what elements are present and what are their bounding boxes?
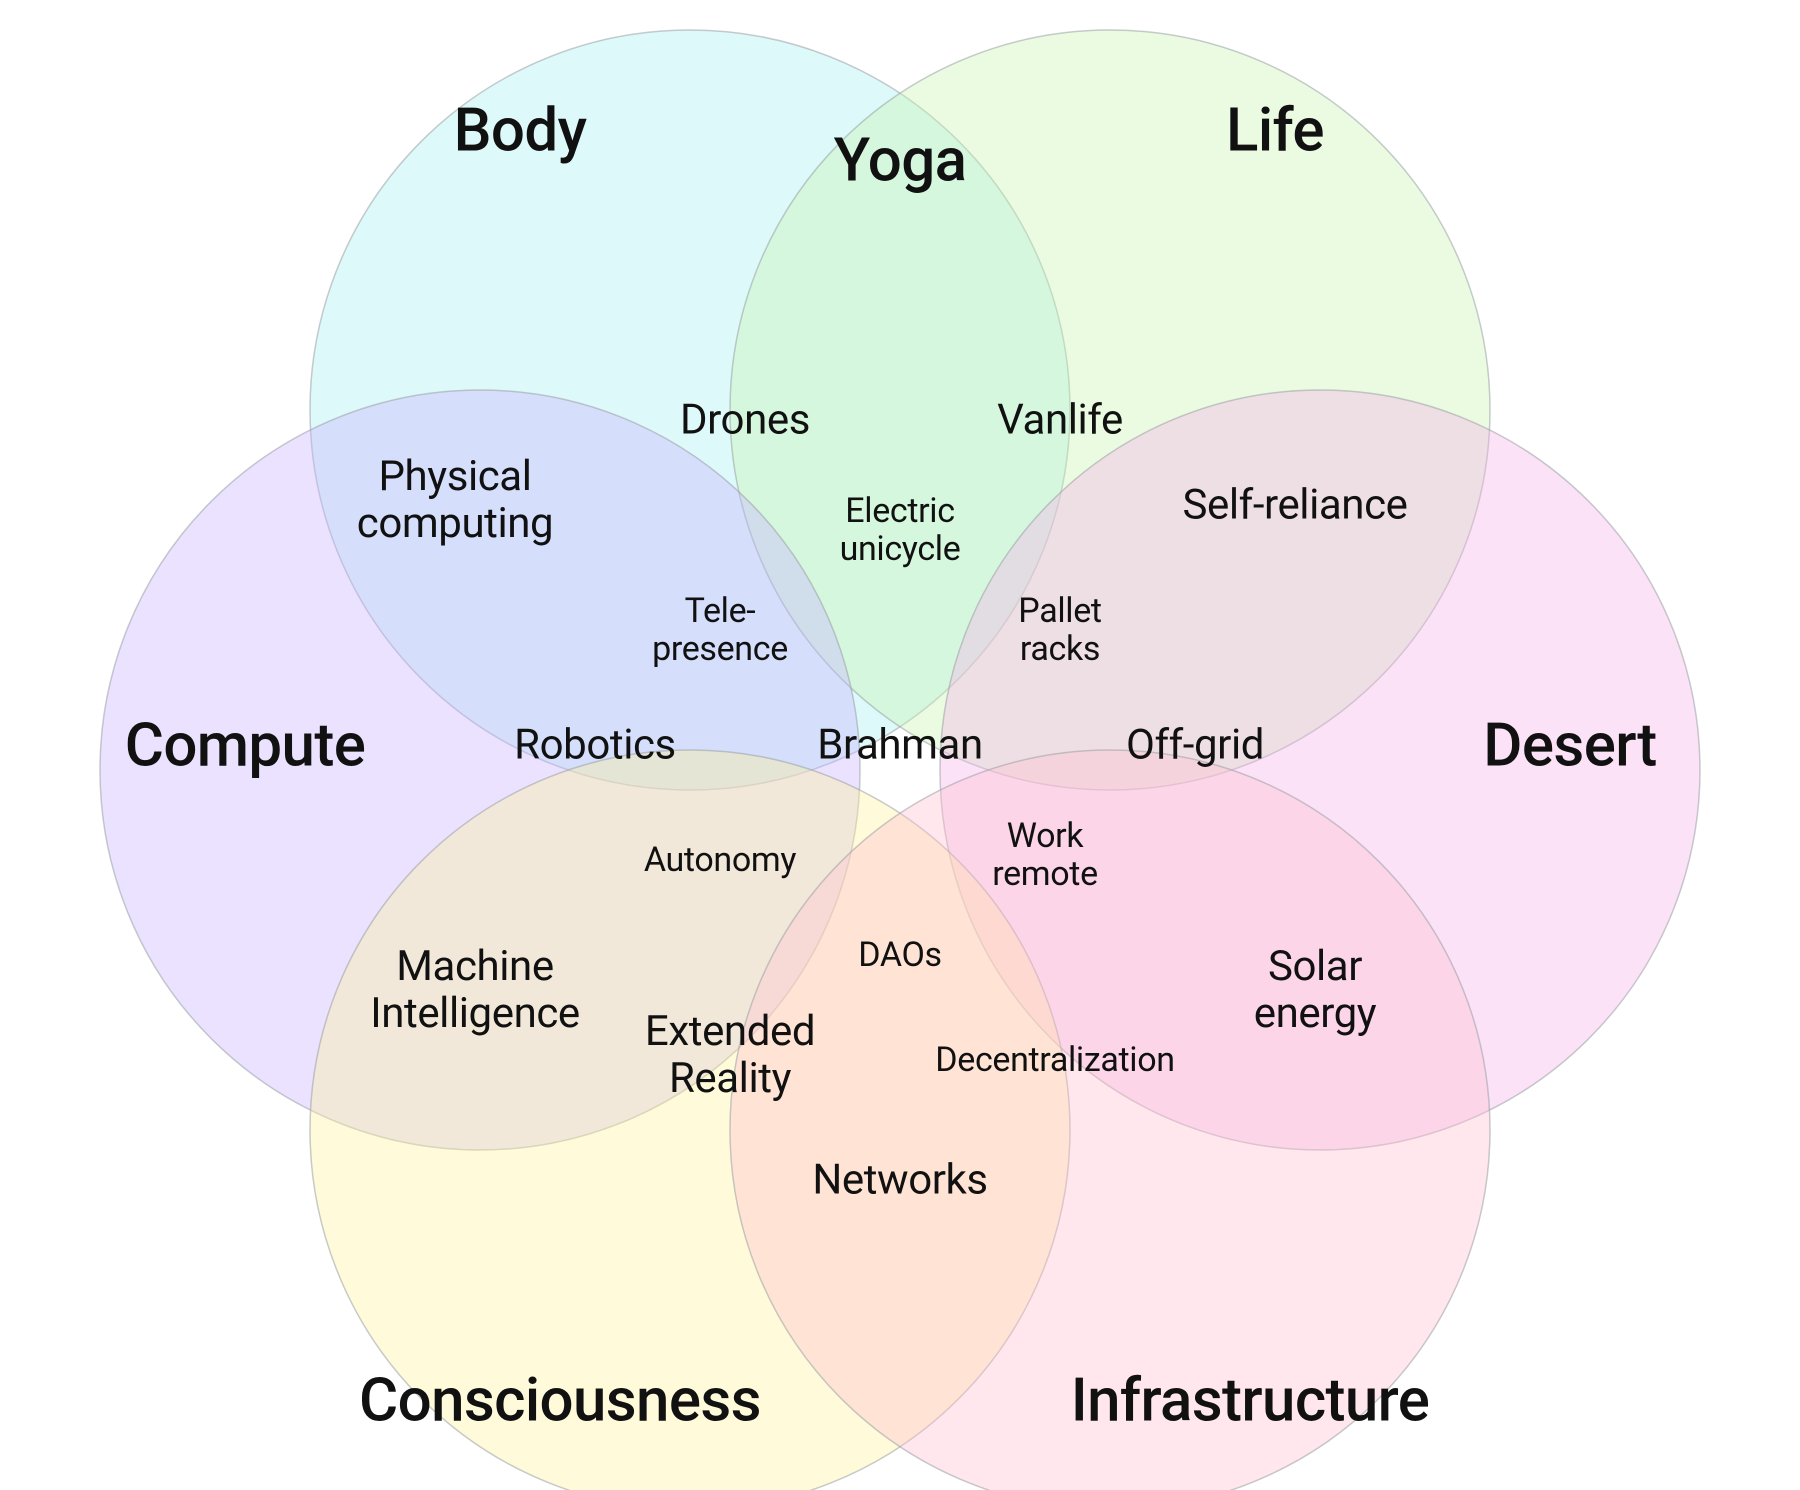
label-electric-unicycle: Electric unicycle	[840, 492, 961, 568]
label-solar-energy: Solar energy	[1254, 943, 1377, 1037]
label-work-remote: Work remote	[992, 817, 1098, 893]
label-yoga: Yoga	[834, 126, 967, 193]
label-vanlife: Vanlife	[997, 396, 1123, 443]
label-infrastructure: Infrastructure	[1071, 1366, 1430, 1433]
label-daos: DAOs	[858, 936, 942, 974]
label-physical-computing: Physical computing	[357, 453, 553, 547]
label-drones: Drones	[680, 396, 810, 443]
label-brahman: Brahman	[817, 721, 983, 768]
label-autonomy: Autonomy	[644, 841, 796, 879]
label-pallet-racks: Pallet racks	[1018, 592, 1101, 668]
label-desert: Desert	[1483, 711, 1656, 778]
label-off-grid: Off-grid	[1126, 721, 1264, 768]
label-self-reliance: Self-reliance	[1182, 481, 1407, 528]
label-tele-presence: Tele- presence	[652, 592, 788, 668]
label-compute: Compute	[125, 711, 366, 778]
label-life: Life	[1226, 96, 1324, 163]
label-decentralization: Decentralization	[935, 1041, 1174, 1079]
label-extended-reality: Extended Reality	[645, 1008, 815, 1102]
label-body: Body	[454, 96, 587, 163]
label-robotics: Robotics	[514, 721, 676, 768]
label-consciousness: Consciousness	[359, 1366, 761, 1433]
label-networks: Networks	[812, 1156, 987, 1203]
venn-diagram: Body Yoga Life Compute Desert Consciousness In…	[0, 0, 1800, 1490]
label-machine-intelligence: Machine Intelligence	[370, 943, 580, 1037]
